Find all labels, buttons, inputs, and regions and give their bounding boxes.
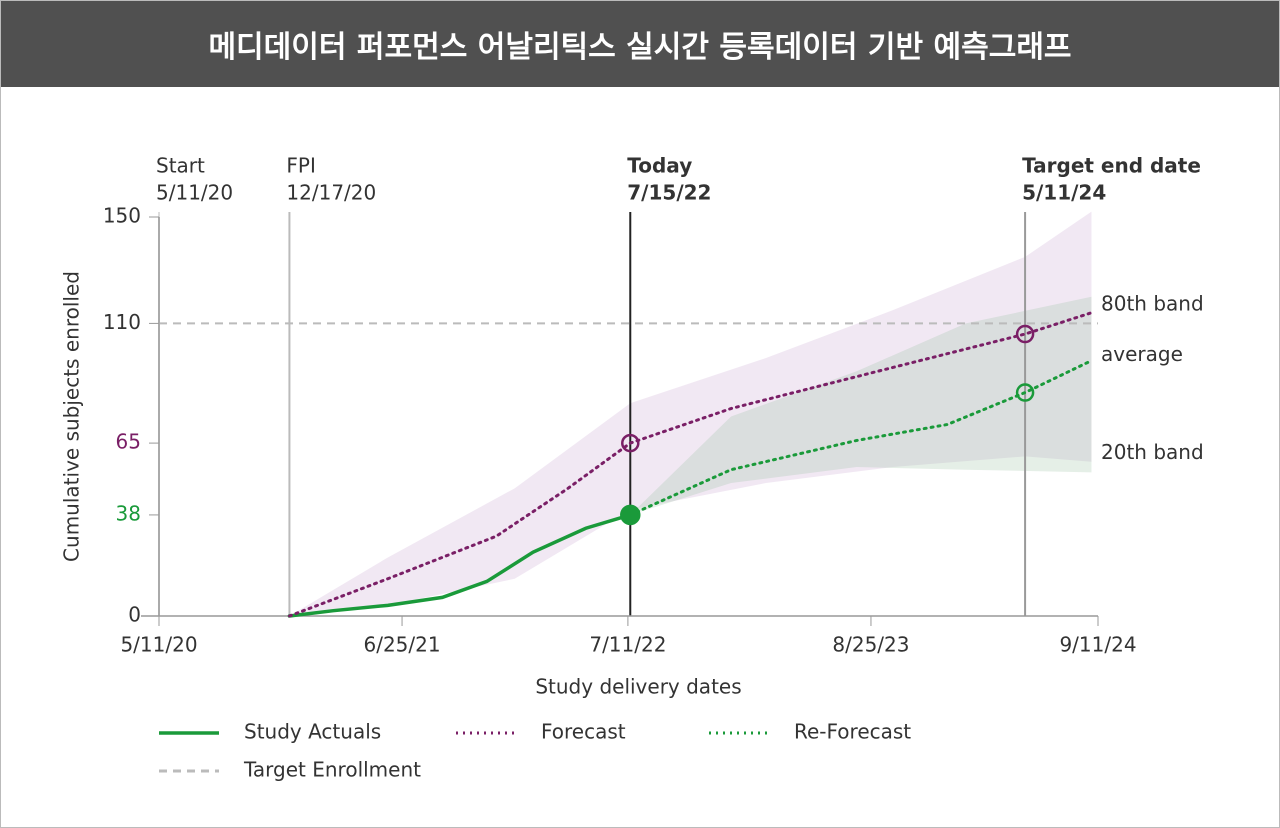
event-title: Start [156, 154, 205, 178]
x-tick-label: 8/25/23 [832, 633, 909, 657]
event-date: 12/17/20 [286, 181, 376, 205]
event-date: 5/11/20 [156, 181, 233, 205]
x-tick-label: 6/25/21 [363, 633, 440, 657]
point-marker [621, 433, 640, 453]
x-axis-label: Study delivery dates [535, 675, 741, 699]
y-tick-label: 150 [103, 204, 141, 228]
title-banner: 메디데이터 퍼포먼스 어날리틱스 실시간 등록데이터 기반 예측그래프 [1, 1, 1279, 87]
legend-label: Study Actuals [244, 720, 381, 744]
x-tick-label: 9/11/24 [1059, 633, 1136, 657]
y-tick-label: 65 [116, 430, 141, 454]
series-line [628, 359, 1093, 517]
point-marker [1015, 324, 1035, 344]
event-title: FPI [286, 154, 315, 178]
band-label: 80th band [1101, 291, 1204, 315]
series-line [287, 513, 633, 618]
series-line [287, 311, 1093, 618]
legend-label: Forecast [541, 720, 626, 744]
legend-label: Target Enrollment [243, 758, 421, 782]
y-tick-label: 0 [128, 603, 141, 627]
y-tick-label: 38 [116, 501, 141, 525]
point-marker [1015, 383, 1035, 402]
legend-label: Re-Forecast [794, 720, 911, 744]
event-title: Today [627, 154, 692, 178]
chart: 80th band average 20th band Start 5/11/20 FPI… [60, 154, 1204, 782]
band-area [630, 296, 1092, 515]
band-label: average [1101, 342, 1183, 366]
event-date: 5/11/24 [1022, 181, 1106, 205]
y-axis-label: Cumulative subjects enrolled [60, 271, 84, 562]
band-area [289, 211, 1092, 616]
x-tick-label: 7/11/22 [589, 633, 666, 657]
band-label: 20th band [1101, 440, 1204, 464]
event-date: 7/15/22 [627, 181, 711, 205]
y-tick-label: 110 [103, 310, 141, 334]
event-title: Target end date [1022, 154, 1201, 178]
x-tick-label: 5/11/20 [120, 633, 197, 657]
